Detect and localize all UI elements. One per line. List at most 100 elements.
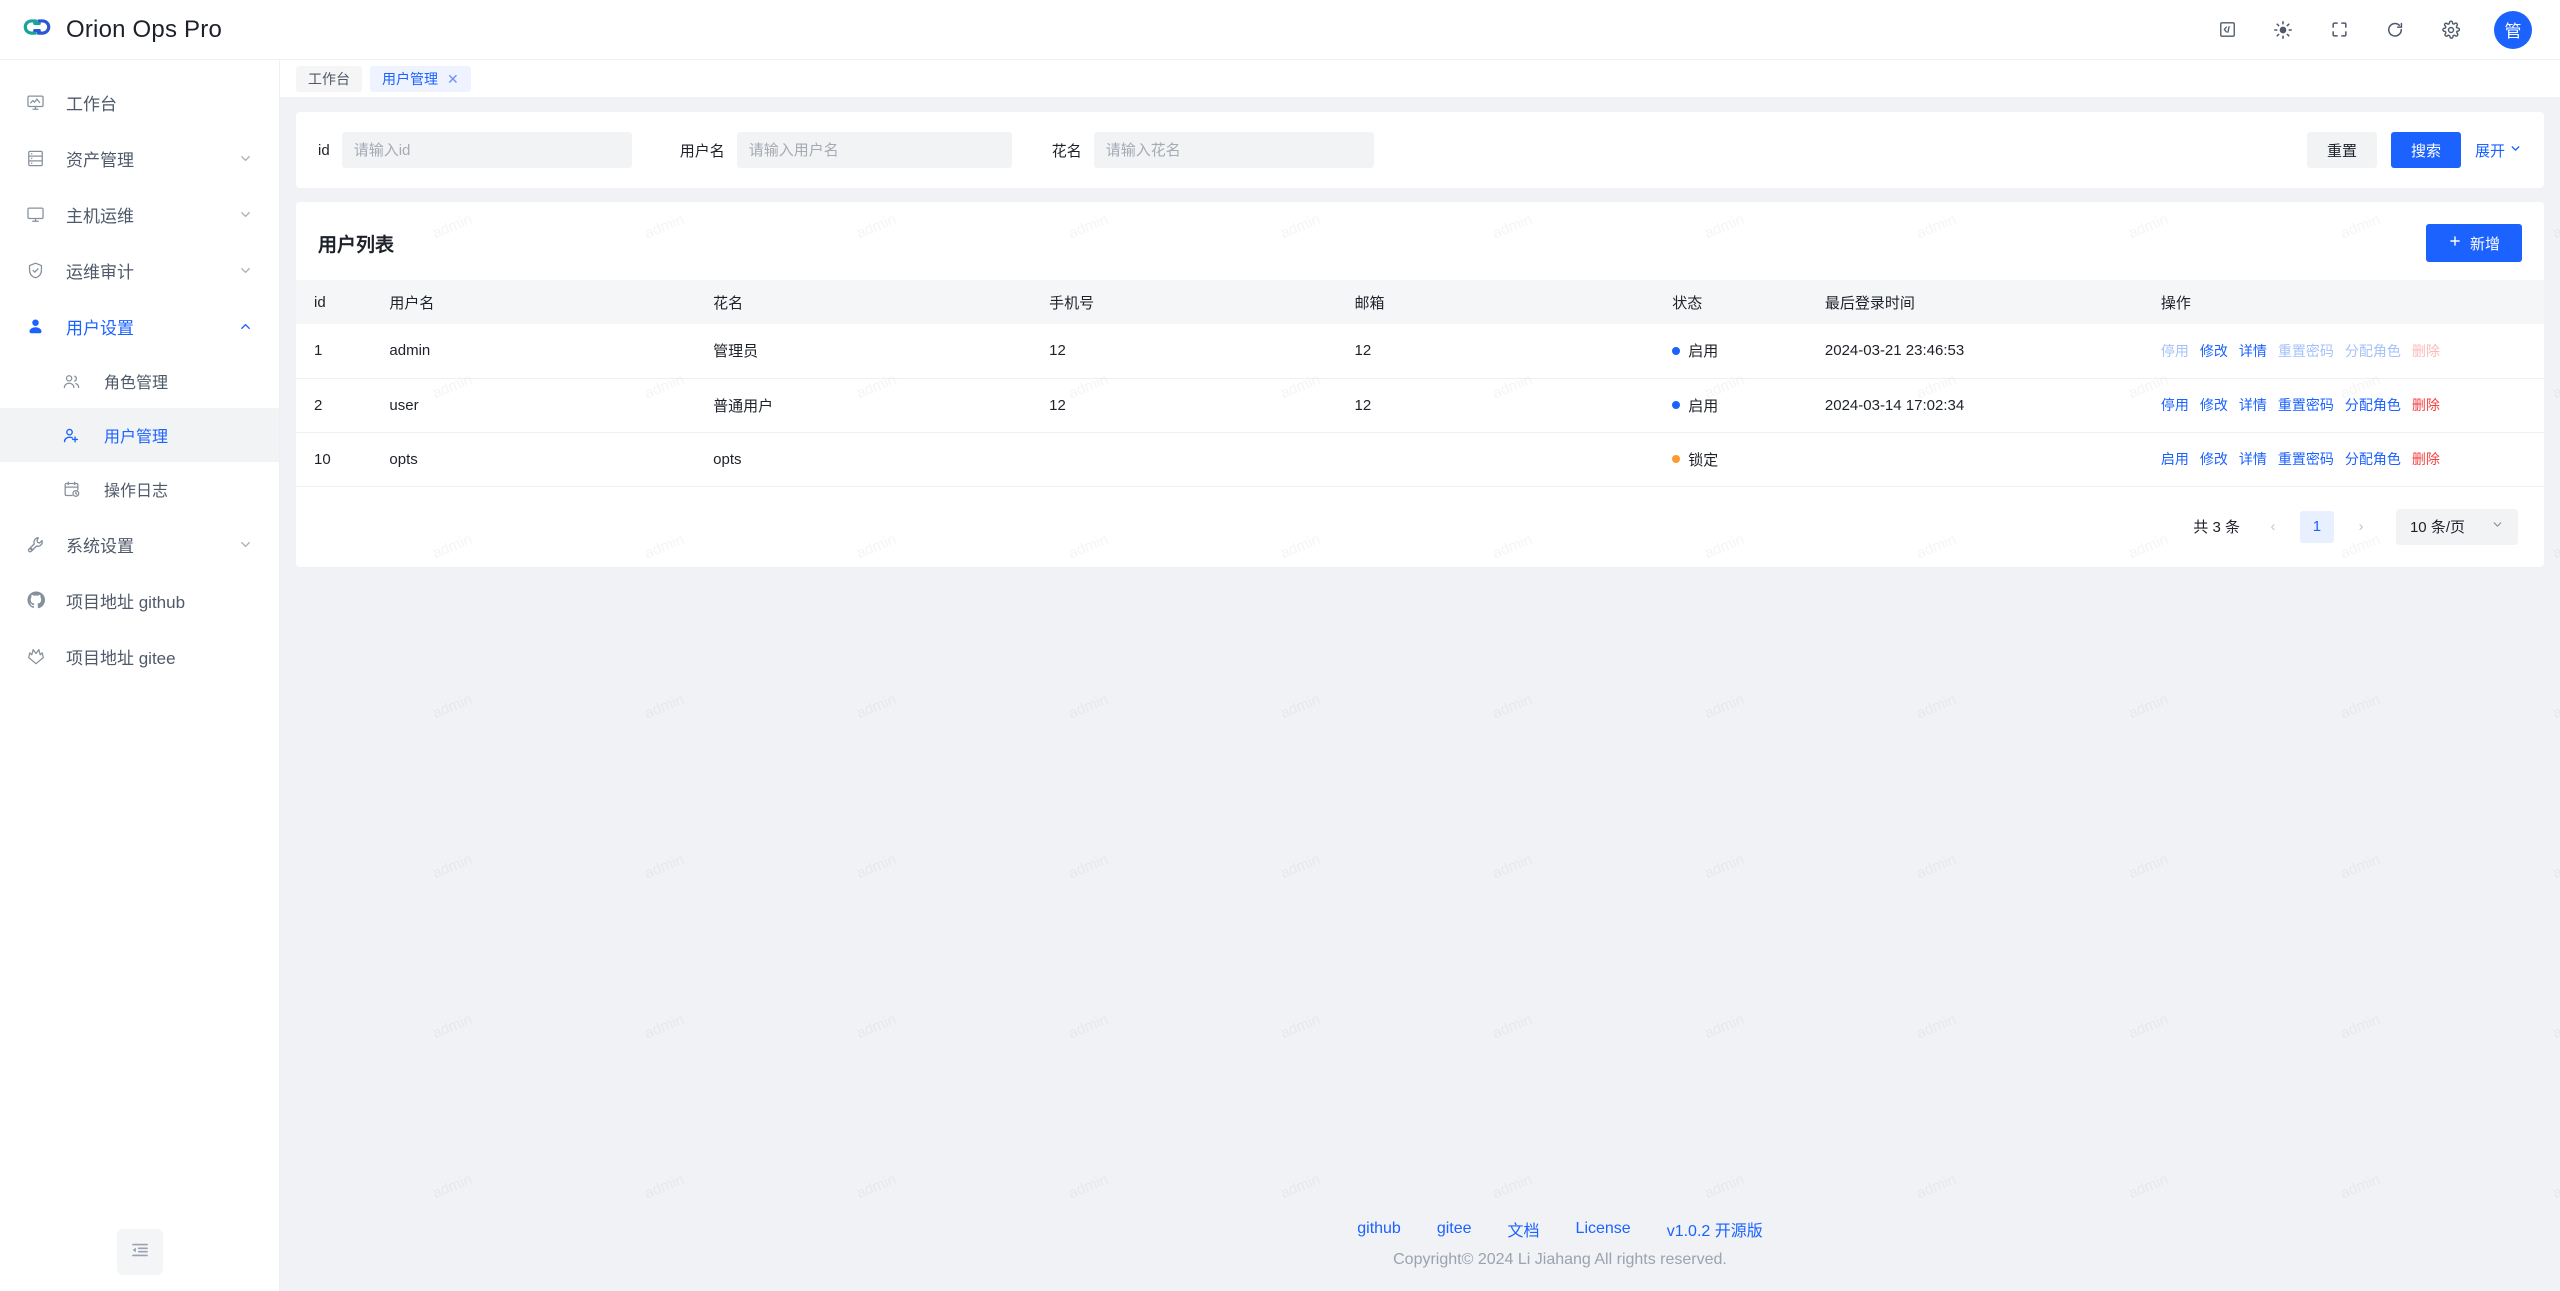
body-wrap: 工作台 资产管理 <box>0 60 2560 1291</box>
pagination-prev-button[interactable]: ‹ <box>2270 518 2276 535</box>
action-分配角色[interactable]: 分配角色 <box>2344 451 2401 467</box>
shield-check-icon <box>26 261 52 280</box>
cell-status: 锁定 <box>1658 432 1811 487</box>
action-重置密码[interactable]: 重置密码 <box>2277 342 2334 359</box>
fullscreen-icon[interactable] <box>2320 11 2358 49</box>
sidebar-collapse-button[interactable] <box>116 1229 163 1275</box>
action-停用[interactable]: 停用 <box>2160 397 2189 413</box>
sidebar-item-github-link[interactable]: 项目地址 github <box>0 572 279 628</box>
table-row: 10 opts opts 锁定 启用 修改 详情 重置密码 分配角色 删除 <box>296 432 2544 487</box>
card-header: 用户列表 新增 <box>296 202 2544 280</box>
filter-label: 花名 <box>1051 142 1082 160</box>
add-user-button[interactable]: 新增 <box>2425 224 2522 262</box>
cell-last-login: 2024-03-21 23:46:53 <box>1810 324 2147 379</box>
page-size-label: 10 条/页 <box>2409 519 2465 536</box>
pagination-page-1[interactable]: 1 <box>2299 510 2334 543</box>
code-preview-icon[interactable] <box>2208 11 2246 49</box>
action-分配角色[interactable]: 分配角色 <box>2344 397 2401 413</box>
cell-email: 12 <box>1340 324 1659 379</box>
page-size-select[interactable]: 10 条/页 <box>2395 508 2518 545</box>
action-详情[interactable]: 详情 <box>2238 397 2267 413</box>
app-header: Orion Ops Pro <box>0 0 2560 60</box>
column-header-nickname: 花名 <box>699 280 1036 324</box>
action-重置密码[interactable]: 重置密码 <box>2277 451 2334 467</box>
action-详情[interactable]: 详情 <box>2238 342 2267 359</box>
add-user-label: 新增 <box>2469 235 2500 253</box>
status-label: 启用 <box>1688 343 1719 361</box>
sidebar-item-label: 系统设置 <box>66 536 134 556</box>
action-修改[interactable]: 修改 <box>2199 397 2228 413</box>
nickname-input[interactable] <box>1093 132 1374 168</box>
search-button[interactable]: 搜索 <box>2390 132 2461 168</box>
username-input[interactable] <box>736 132 1012 168</box>
pagination-next-button[interactable]: › <box>2358 518 2364 535</box>
cell-status: 启用 <box>1658 378 1811 433</box>
sidebar-item-operation-log[interactable]: 操作日志 <box>0 462 279 516</box>
cell-nickname: 管理员 <box>699 324 1036 379</box>
user-icon <box>26 317 52 336</box>
action-启用[interactable]: 启用 <box>2160 451 2189 467</box>
brand[interactable]: Orion Ops Pro <box>22 12 222 47</box>
sidebar-item-ops-audit[interactable]: 运维审计 <box>0 242 279 298</box>
expand-filters-toggle[interactable]: 展开 <box>2475 140 2522 161</box>
sidebar-item-label: 主机运维 <box>66 206 134 226</box>
expand-label: 展开 <box>2474 142 2505 160</box>
tab-label: 工作台 <box>308 70 350 87</box>
footer-link-github[interactable]: github <box>1357 1220 1401 1237</box>
cell-operations: 启用 修改 详情 重置密码 分配角色 删除 <box>2146 432 2544 487</box>
status-badge: 启用 <box>1672 395 1811 416</box>
action-停用[interactable]: 停用 <box>2160 342 2189 359</box>
log-calendar-icon <box>62 480 88 499</box>
sidebar-item-role-management[interactable]: 角色管理 <box>0 354 279 408</box>
theme-brightness-icon[interactable] <box>2264 11 2302 49</box>
status-label: 锁定 <box>1688 451 1719 469</box>
action-修改[interactable]: 修改 <box>2199 451 2228 467</box>
cell-operations: 停用 修改 详情 重置密码 分配角色 删除 <box>2146 378 2544 433</box>
user-add-icon <box>62 426 88 445</box>
reset-button[interactable]: 重置 <box>2306 132 2377 168</box>
column-header-email: 邮箱 <box>1340 280 1659 324</box>
column-header-status: 状态 <box>1658 280 1811 324</box>
settings-gear-icon[interactable] <box>2432 11 2470 49</box>
footer-link-v1.0.2[interactable]: v1.0.2 开源版 <box>1666 1223 1763 1240</box>
sidebar-item-host-ops[interactable]: 主机运维 <box>0 186 279 242</box>
footer-link-文档[interactable]: 文档 <box>1507 1223 1540 1240</box>
footer-link-gitee[interactable]: gitee <box>1436 1220 1472 1237</box>
sidebar-item-label: 项目地址 github <box>66 592 186 612</box>
chevron-down-icon <box>238 537 253 552</box>
pagination-total: 共 3 条 <box>2193 519 2240 536</box>
row-actions: 启用 修改 详情 重置密码 分配角色 删除 <box>2161 449 2544 469</box>
sidebar-item-asset-management[interactable]: 资产管理 <box>0 130 279 186</box>
chevron-down-icon <box>238 207 253 222</box>
sidebar-item-label: 运维审计 <box>66 262 134 282</box>
sidebar-item-user-management[interactable]: 用户管理 <box>0 408 279 462</box>
action-分配角色[interactable]: 分配角色 <box>2344 342 2401 359</box>
sidebar-item-gitee-link[interactable]: 项目地址 gitee <box>0 628 279 684</box>
sidebar-item-user-settings[interactable]: 用户设置 <box>0 298 279 354</box>
sidebar-item-system-settings[interactable]: 系统设置 <box>0 516 279 572</box>
action-删除[interactable]: 删除 <box>2411 451 2440 467</box>
close-icon[interactable]: ✕ <box>447 70 459 87</box>
sidebar-menu: 工作台 资产管理 <box>0 60 279 1229</box>
cell-status: 启用 <box>1658 324 1811 379</box>
action-重置密码[interactable]: 重置密码 <box>2277 397 2334 413</box>
status-badge: 启用 <box>1672 340 1811 361</box>
table-row: 2 user 普通用户 12 12 启用 2024-03-14 17:02:34 停用 修改 详情… <box>296 378 2544 433</box>
cell-username: user <box>375 378 700 433</box>
footer-link-License[interactable]: License <box>1575 1220 1631 1237</box>
action-详情[interactable]: 详情 <box>2238 451 2267 467</box>
action-删除[interactable]: 删除 <box>2411 397 2440 413</box>
id-input[interactable] <box>341 132 632 168</box>
chevron-down-icon <box>2491 518 2504 535</box>
avatar[interactable]: 管 <box>2494 10 2532 49</box>
status-dot-icon <box>1672 455 1681 463</box>
sidebar-item-workbench[interactable]: 工作台 <box>0 74 279 130</box>
tab-user-management[interactable]: 用户管理 ✕ <box>370 65 471 92</box>
header-actions: 管 <box>2208 10 2532 49</box>
tab-workbench[interactable]: 工作台 <box>296 65 362 92</box>
action-删除[interactable]: 删除 <box>2411 342 2440 359</box>
sidebar-item-label: 资产管理 <box>66 150 134 170</box>
refresh-icon[interactable] <box>2376 11 2414 49</box>
action-修改[interactable]: 修改 <box>2199 342 2228 359</box>
cell-phone <box>1035 432 1341 487</box>
